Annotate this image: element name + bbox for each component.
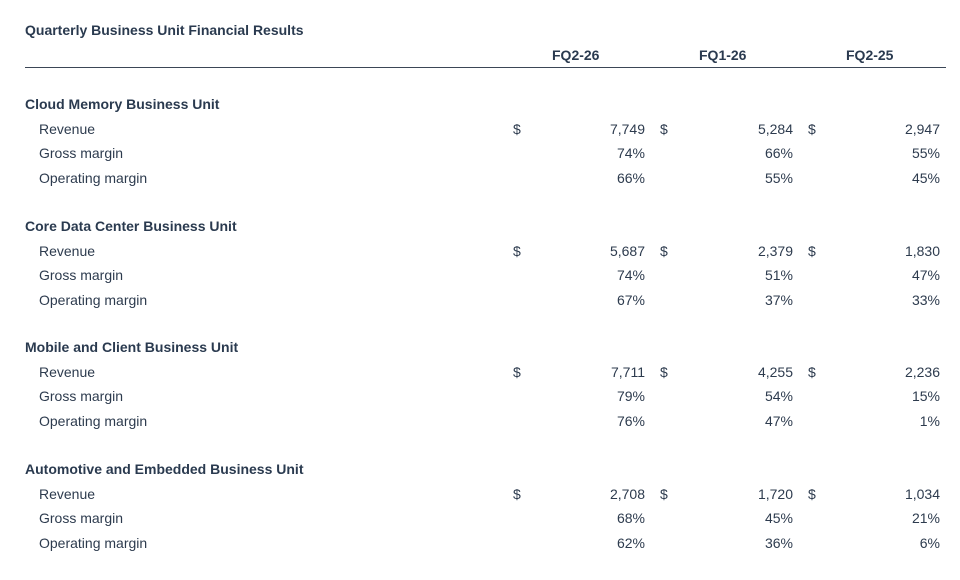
row-label: Gross margin xyxy=(39,510,124,526)
row-label: Revenue xyxy=(39,242,96,259)
row-label: Revenue xyxy=(39,120,96,137)
currency-symbol: $ xyxy=(808,242,816,259)
value-cell: 2,379 xyxy=(757,242,793,259)
value-cell: 7,749 xyxy=(609,120,645,137)
value-cell: 36% xyxy=(764,534,793,551)
value-cell: 66% xyxy=(616,169,645,186)
value-cell: 45% xyxy=(911,169,940,186)
row-label: Revenue xyxy=(39,363,96,380)
column-header-fq1-26: FQ1-26 xyxy=(699,47,747,63)
value-cell: 76% xyxy=(616,412,645,429)
value-cell: 62% xyxy=(616,534,645,551)
currency-symbol: $ xyxy=(808,363,816,380)
value-cell: 37% xyxy=(764,291,793,308)
header-divider xyxy=(25,67,946,68)
value-cell: 7,711 xyxy=(611,363,645,380)
value-cell: 47% xyxy=(764,412,793,429)
value-cell: 47% xyxy=(911,267,940,283)
row-label: Revenue xyxy=(39,485,96,502)
row-label: Operating margin xyxy=(39,534,148,551)
value-cell: 5,687 xyxy=(609,242,645,259)
value-cell: 74% xyxy=(616,145,645,161)
column-header-fq2-26: FQ2-26 xyxy=(552,47,600,63)
value-cell: 33% xyxy=(911,291,940,308)
value-cell: 45% xyxy=(764,510,793,526)
value-cell: 51% xyxy=(764,267,793,283)
section-title: Core Data Center Business Unit xyxy=(25,218,237,234)
value-cell: 15% xyxy=(911,388,940,404)
section-title: Mobile and Client Business Unit xyxy=(25,339,239,355)
page-title: Quarterly Business Unit Financial Result… xyxy=(25,22,304,38)
value-cell: 1,720 xyxy=(757,485,793,502)
value-cell: 55% xyxy=(911,145,940,161)
row-label: Gross margin xyxy=(39,388,124,404)
value-cell: 6% xyxy=(919,534,940,551)
row-label: Operating margin xyxy=(39,169,148,186)
value-cell: 2,947 xyxy=(904,120,940,137)
section-title: Cloud Memory Business Unit xyxy=(25,96,220,112)
currency-symbol: $ xyxy=(808,485,816,502)
currency-symbol: $ xyxy=(660,485,668,502)
value-cell: 2,236 xyxy=(904,363,940,380)
row-label: Operating margin xyxy=(39,291,148,308)
currency-symbol: $ xyxy=(513,363,521,380)
value-cell: 5,284 xyxy=(757,120,793,137)
currency-symbol: $ xyxy=(660,242,668,259)
row-label: Operating margin xyxy=(39,412,148,429)
value-cell: 21% xyxy=(911,510,940,526)
value-cell: 74% xyxy=(616,267,645,283)
value-cell: 54% xyxy=(764,388,793,404)
column-header-fq2-25: FQ2-25 xyxy=(846,47,894,63)
currency-symbol: $ xyxy=(513,120,521,137)
value-cell: 79% xyxy=(616,388,645,404)
currency-symbol: $ xyxy=(513,242,521,259)
currency-symbol: $ xyxy=(808,120,816,137)
value-cell: 55% xyxy=(764,169,793,186)
currency-symbol: $ xyxy=(660,363,668,380)
row-label: Gross margin xyxy=(39,267,124,283)
currency-symbol: $ xyxy=(513,485,521,502)
value-cell: 67% xyxy=(616,291,645,308)
value-cell: 2,708 xyxy=(609,485,645,502)
currency-symbol: $ xyxy=(660,120,668,137)
value-cell: 1% xyxy=(919,412,940,429)
row-label: Gross margin xyxy=(39,145,124,161)
value-cell: 1,034 xyxy=(904,485,940,502)
value-cell: 4,255 xyxy=(757,363,793,380)
value-cell: 68% xyxy=(616,510,645,526)
value-cell: 1,830 xyxy=(904,242,940,259)
section-title: Automotive and Embedded Business Unit xyxy=(25,461,304,477)
value-cell: 66% xyxy=(764,145,793,161)
